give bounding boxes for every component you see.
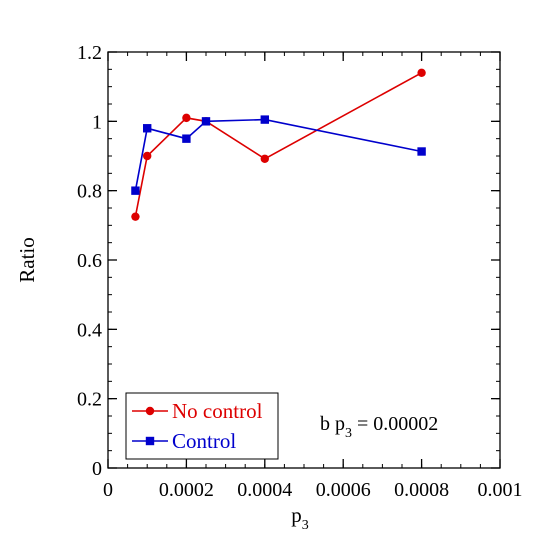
data-point	[182, 113, 191, 123]
data-point	[417, 147, 426, 156]
legend-marker	[145, 436, 155, 446]
series-control	[131, 115, 426, 195]
y-axis-label: Ratio	[15, 237, 39, 283]
y-tick-label: 1.2	[77, 42, 102, 64]
data-point	[201, 117, 211, 126]
x-tick-label: 0.0004	[237, 479, 292, 501]
data-point	[131, 212, 140, 221]
data-point	[131, 186, 140, 195]
x-tick-label: 0.0002	[159, 479, 214, 501]
y-tick-label: 0	[92, 458, 102, 480]
y-tick-label: 1	[92, 111, 102, 133]
x-tick-label: 0.001	[478, 479, 523, 501]
legend-label: No control	[172, 399, 263, 423]
series-no-control	[131, 68, 426, 221]
data-point	[260, 154, 269, 163]
series-line	[134, 72, 422, 217]
data-point	[260, 115, 269, 124]
data-point	[417, 68, 426, 78]
annotation-text: b p3 = 0.00002	[320, 413, 438, 441]
y-tick-label: 0.6	[77, 250, 102, 272]
legend-box	[125, 392, 279, 460]
y-tick-label: 0.8	[77, 181, 102, 203]
data-point	[182, 134, 191, 143]
legend-marker	[145, 406, 155, 416]
x-tick-label: 0.0008	[394, 479, 449, 501]
series-line	[134, 118, 422, 191]
data-point	[143, 124, 152, 133]
legend: No control Control	[125, 392, 279, 460]
x-tick-label: 0.0006	[316, 479, 371, 501]
y-tick-label: 0.2	[77, 389, 102, 411]
x-axis-label: p3	[291, 503, 309, 533]
legend-label: Control	[172, 429, 236, 453]
x-tick-label: 0	[103, 479, 113, 501]
data-point	[143, 151, 152, 161]
y-tick-label: 0.4	[77, 319, 102, 341]
